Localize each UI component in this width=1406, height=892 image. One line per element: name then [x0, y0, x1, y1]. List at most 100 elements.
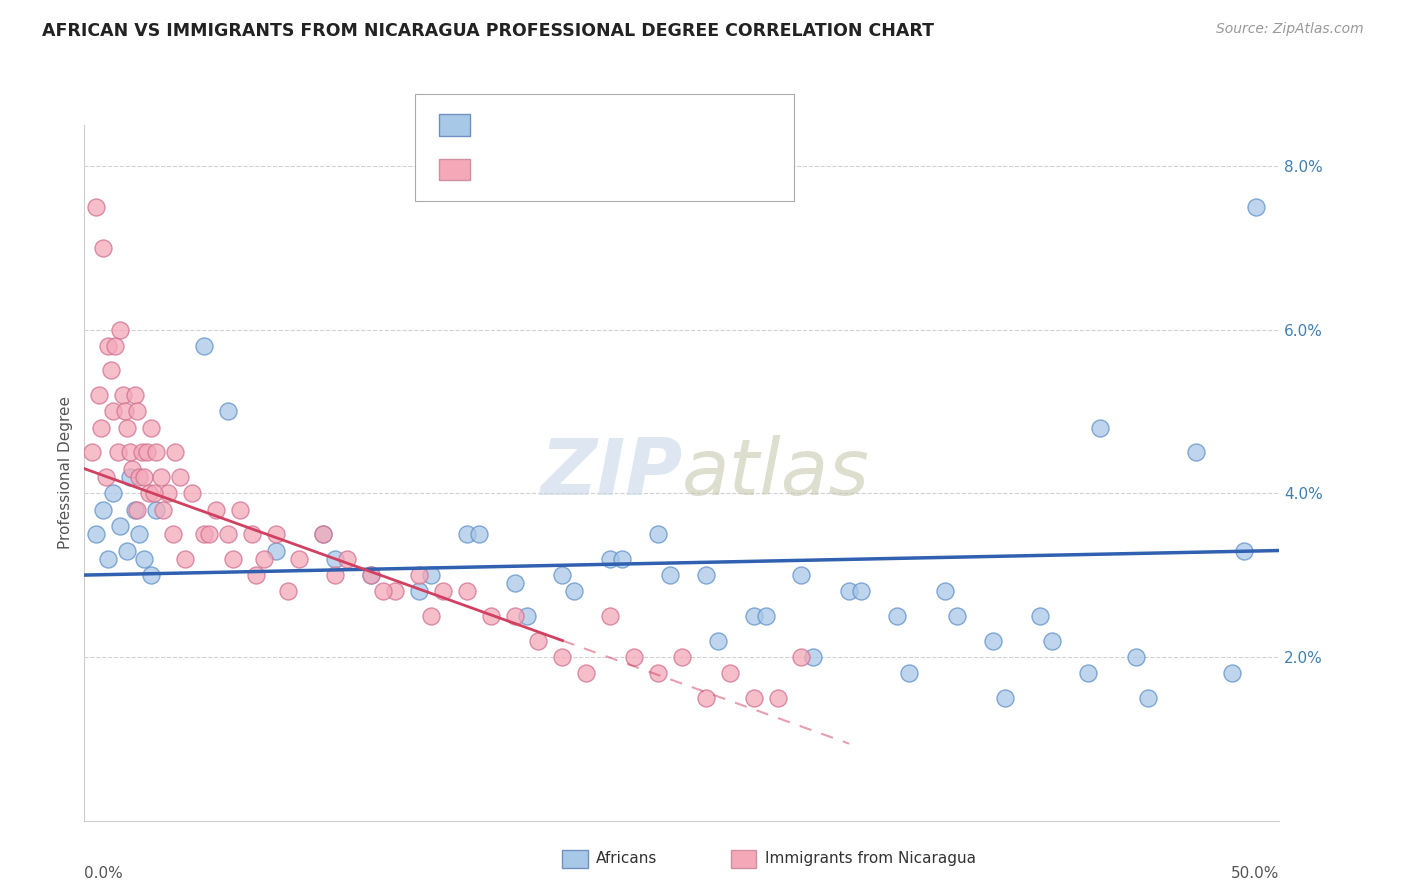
Point: [945, 609, 967, 624]
Point: [141, 568, 163, 582]
Point: [264, 543, 287, 558]
Point: [503, 609, 526, 624]
Point: [706, 633, 728, 648]
Point: [228, 502, 250, 516]
Point: [138, 486, 160, 500]
Point: [125, 404, 148, 418]
Point: [93, 241, 115, 255]
Point: [111, 388, 134, 402]
Point: [384, 584, 406, 599]
Point: [647, 527, 669, 541]
Point: [169, 470, 191, 484]
Text: atlas: atlas: [682, 434, 870, 511]
Point: [245, 568, 267, 582]
Point: [610, 551, 633, 566]
Point: [149, 470, 172, 484]
Point: [173, 551, 195, 566]
Point: [165, 445, 187, 459]
Point: [886, 609, 908, 624]
Text: -0.306: -0.306: [529, 161, 583, 177]
Text: 72: 72: [655, 161, 676, 177]
Point: [121, 461, 143, 475]
Point: [1232, 543, 1254, 558]
Point: [135, 445, 157, 459]
Point: [695, 690, 717, 705]
Point: [754, 609, 776, 624]
Point: [562, 584, 585, 599]
Y-axis label: Professional Degree: Professional Degree: [58, 396, 73, 549]
Text: ZIP: ZIP: [540, 434, 682, 511]
Text: 54: 54: [655, 117, 676, 132]
Text: Immigrants from Nicaragua: Immigrants from Nicaragua: [765, 852, 976, 866]
Point: [101, 404, 124, 418]
Point: [100, 363, 122, 377]
Point: [145, 445, 167, 459]
Point: [1088, 421, 1111, 435]
Point: [981, 633, 1004, 648]
Point: [152, 502, 174, 516]
Point: [993, 690, 1015, 705]
Point: [1077, 666, 1099, 681]
Point: [276, 584, 298, 599]
Text: Source: ZipAtlas.com: Source: ZipAtlas.com: [1216, 22, 1364, 37]
Point: [312, 527, 335, 541]
Point: [1125, 649, 1147, 664]
Point: [217, 527, 239, 541]
Point: [695, 568, 717, 582]
Text: 0.0%: 0.0%: [84, 865, 124, 880]
Point: [141, 421, 163, 435]
Point: [323, 568, 346, 582]
Point: [527, 633, 550, 648]
Point: [551, 649, 574, 664]
Point: [419, 609, 441, 624]
Point: [128, 470, 150, 484]
Point: [1029, 609, 1052, 624]
Point: [132, 551, 156, 566]
Point: [742, 609, 765, 624]
Point: [240, 527, 263, 541]
Point: [118, 445, 141, 459]
Point: [124, 388, 146, 402]
Point: [718, 666, 741, 681]
Point: [456, 527, 478, 541]
Point: [838, 584, 860, 599]
Point: [132, 470, 156, 484]
Point: [90, 421, 112, 435]
Point: [790, 649, 813, 664]
Point: [125, 502, 148, 516]
Point: [217, 404, 239, 418]
Text: Africans: Africans: [596, 852, 658, 866]
Point: [118, 470, 141, 484]
Point: [766, 690, 789, 705]
Point: [128, 527, 150, 541]
Point: [84, 527, 107, 541]
Point: [671, 649, 693, 664]
Point: [1220, 666, 1243, 681]
Text: 0.032: 0.032: [529, 117, 582, 132]
Point: [110, 322, 132, 336]
Point: [934, 584, 956, 599]
Point: [80, 445, 103, 459]
Text: 50.0%: 50.0%: [1232, 865, 1279, 880]
Point: [110, 519, 132, 533]
Point: [104, 339, 127, 353]
Point: [145, 502, 167, 516]
Point: [1040, 633, 1063, 648]
Text: R =: R =: [481, 161, 509, 177]
Point: [180, 486, 202, 500]
Point: [1244, 200, 1267, 214]
Point: [323, 551, 346, 566]
Point: [193, 339, 215, 353]
Point: [84, 200, 107, 214]
Point: [101, 486, 124, 500]
Point: [197, 527, 219, 541]
Point: [1184, 445, 1206, 459]
Point: [456, 584, 478, 599]
Point: [801, 649, 824, 664]
Point: [599, 551, 621, 566]
Point: [1136, 690, 1159, 705]
Point: [87, 388, 110, 402]
Point: [371, 584, 394, 599]
Text: R =: R =: [481, 117, 509, 132]
Point: [408, 568, 430, 582]
